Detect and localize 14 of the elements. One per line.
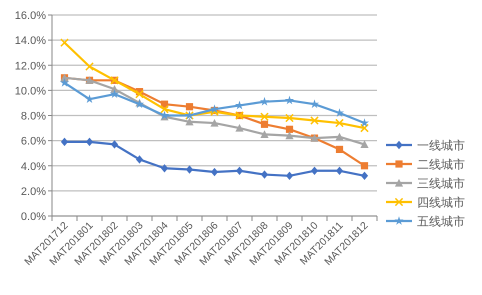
legend-label: 四线城市	[417, 196, 465, 210]
y-tick-label: 4.0%	[20, 160, 46, 173]
y-tick-label: 12.0%	[14, 60, 46, 72]
y-tick-label: 14.0%	[14, 35, 46, 48]
legend-label: 二线城市	[417, 158, 465, 172]
legend-label: 三线城市	[417, 176, 465, 190]
y-tick-label: 6.0%	[20, 136, 46, 148]
y-tick-label: 10.0%	[14, 85, 46, 98]
y-tick-label: 2.0%	[20, 186, 46, 198]
y-tick-label: 16.0%	[14, 10, 46, 22]
legend-label: 五线城市	[417, 214, 465, 228]
y-tick-label: 8.0%	[20, 110, 46, 122]
legend-label: 一线城市	[417, 138, 465, 152]
y-tick-label: 0.0%	[20, 211, 46, 223]
